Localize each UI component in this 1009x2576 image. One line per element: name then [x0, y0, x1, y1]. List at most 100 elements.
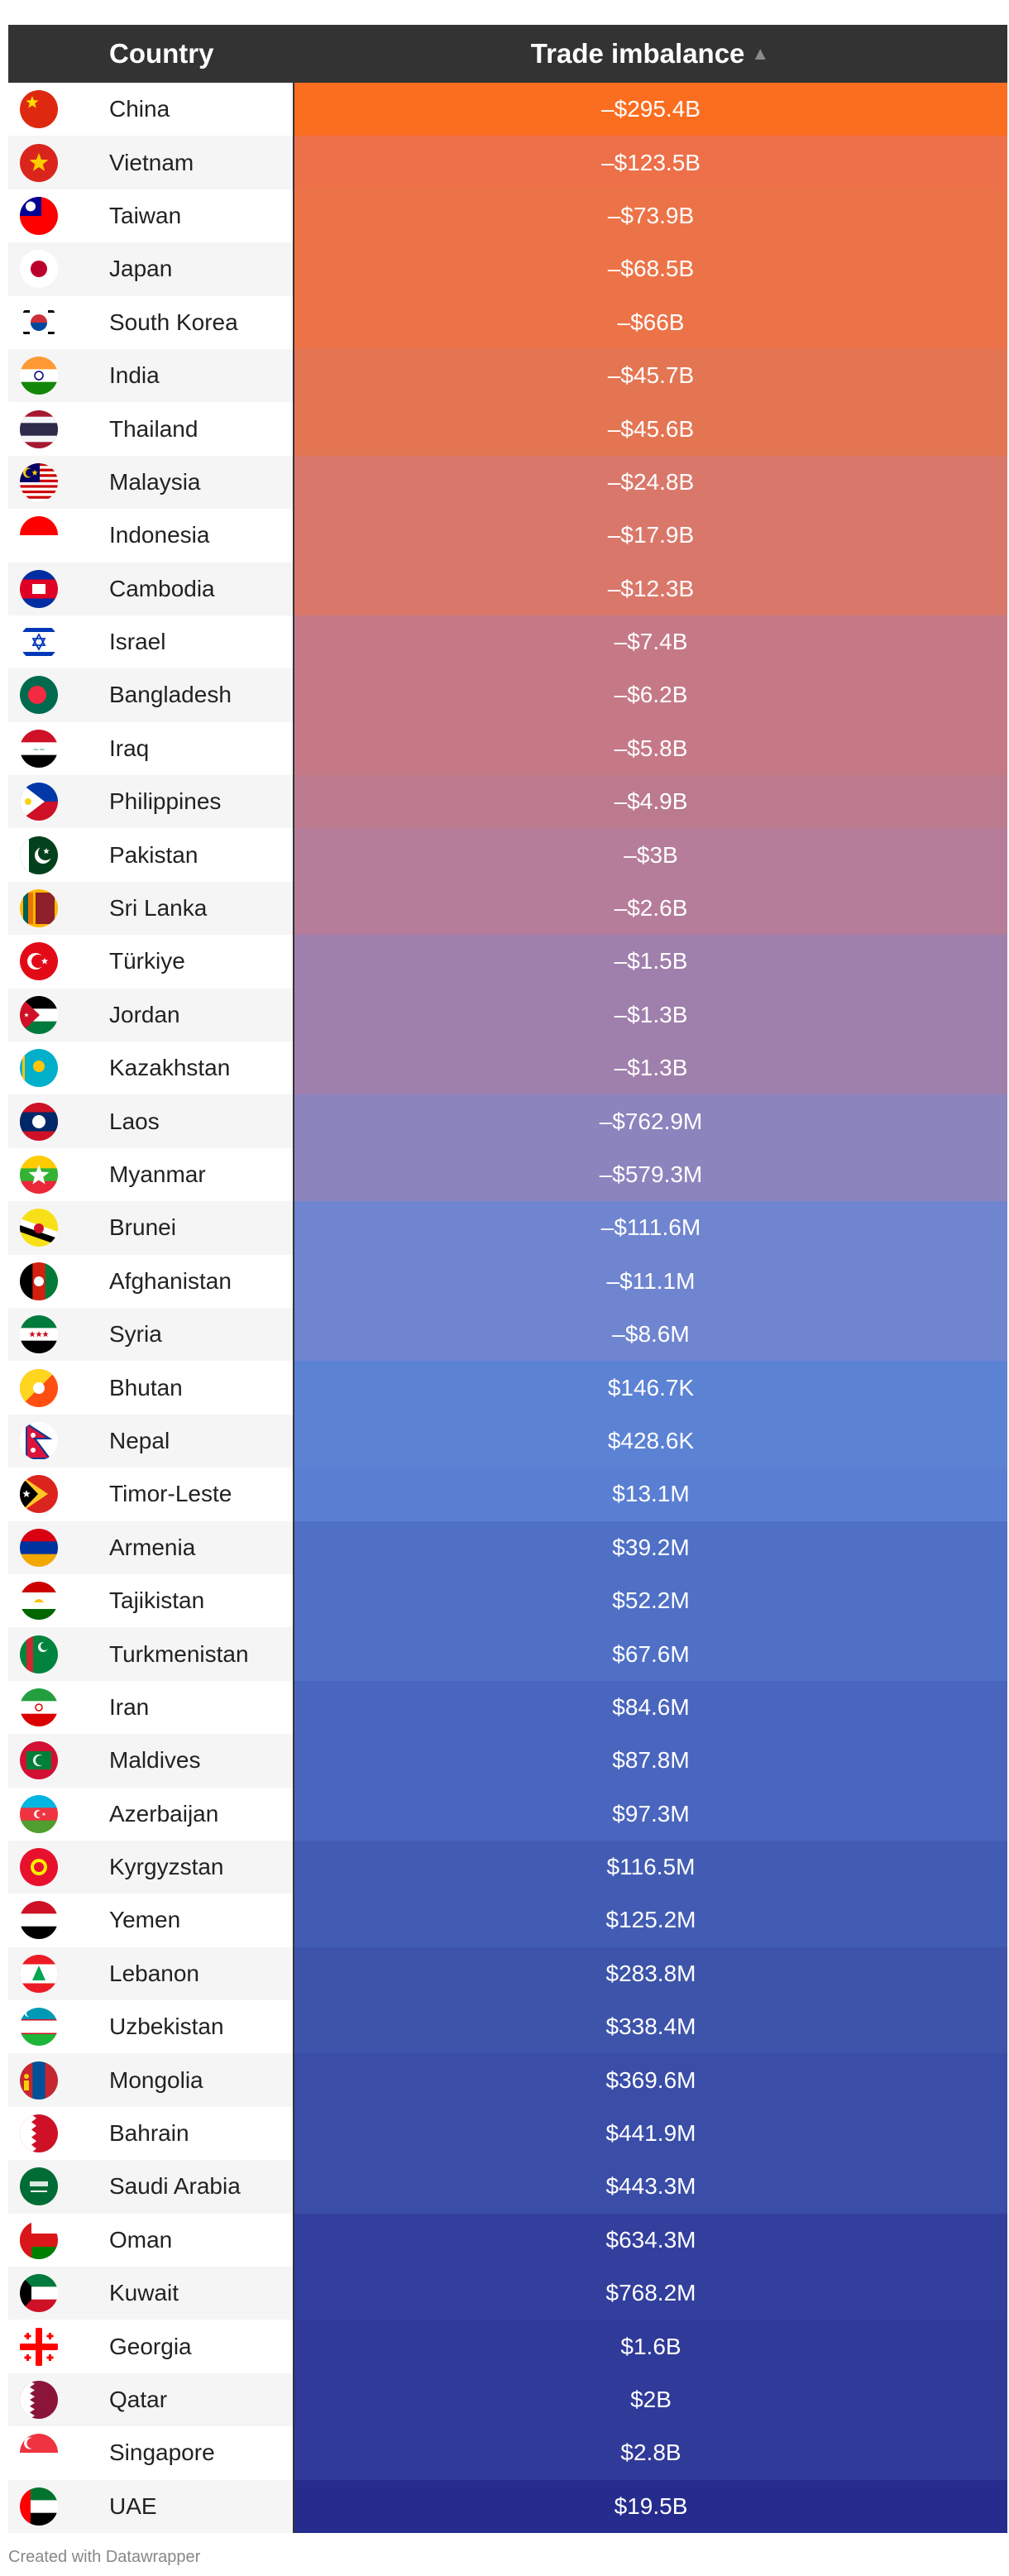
table-row: India –$45.7B [8, 348, 1007, 403]
flag-cell [8, 1734, 109, 1788]
table-row: ~~ Iraq –$5.8B [8, 721, 1007, 776]
table-row: Tajikistan $52.2M [8, 1573, 1007, 1628]
table-row: Bangladesh –$6.2B [8, 668, 1007, 722]
india-flag-icon [20, 357, 58, 395]
table-row: Philippines –$4.9B [8, 775, 1007, 829]
trade-imbalance-cell: $84.6M [293, 1680, 1007, 1735]
flag-cell: ~~ [8, 721, 109, 776]
trade-imbalance-cell: $2B [293, 2373, 1007, 2427]
brunei-flag-icon [20, 1209, 58, 1247]
table-row: Türkiye –$1.5B [8, 935, 1007, 989]
flag-cell [8, 935, 109, 989]
table-row: Israel –$7.4B [8, 615, 1007, 669]
table-row: UAE $19.5B [8, 2479, 1007, 2533]
country-name-cell: Bhutan [109, 1361, 293, 1415]
flag-cell [8, 881, 109, 936]
lebanon-flag-icon [20, 1954, 58, 1993]
qatar-flag-icon [20, 2380, 58, 2419]
cambodia-flag-icon [20, 569, 58, 608]
flag-cell [8, 136, 109, 189]
country-name-cell: Jordan [109, 988, 293, 1042]
flag-cell [8, 1787, 109, 1841]
israel-flag-icon [20, 623, 58, 662]
table-row: Uzbekistan $338.4M [8, 2000, 1007, 2054]
trade-imbalance-cell: $97.3M [293, 1787, 1007, 1841]
afghanistan-flag-icon [20, 1262, 58, 1300]
trade-imbalance-cell: $369.6M [293, 2053, 1007, 2107]
trade-imbalance-cell: –$45.7B [293, 348, 1007, 403]
country-name-cell: Yemen [109, 1894, 293, 1947]
trade-imbalance-cell: –$1.3B [293, 988, 1007, 1042]
flag-cell [8, 1680, 109, 1735]
yemen-flag-icon [20, 1901, 58, 1940]
flag-cell [8, 1147, 109, 1202]
uzbekistan-flag-icon [20, 2008, 58, 2047]
trade-imbalance-cell: –$5.8B [293, 721, 1007, 776]
flag-cell [8, 402, 109, 456]
country-name-cell: Mongolia [109, 2053, 293, 2107]
country-name-cell: Malaysia [109, 455, 293, 510]
flag-cell [8, 295, 109, 349]
country-name-cell: Japan [109, 242, 293, 296]
table-row: Malaysia –$24.8B [8, 455, 1007, 510]
south-korea-flag-icon [20, 303, 58, 342]
trade-imbalance-cell: –$17.9B [293, 509, 1007, 563]
pakistan-flag-icon [20, 836, 58, 874]
vietnam-flag-icon [20, 143, 58, 182]
malaysia-flag-icon [20, 462, 58, 501]
table-row: Cambodia –$12.3B [8, 562, 1007, 615]
country-name-cell: Azerbaijan [109, 1787, 293, 1841]
flag-cell [8, 1094, 109, 1148]
flag-cell [8, 2213, 109, 2267]
table-row: Indonesia –$17.9B [8, 509, 1007, 563]
trade-imbalance-cell: –$111.6M [293, 1201, 1007, 1255]
trade-imbalance-cell: $283.8M [293, 1946, 1007, 2001]
trade-imbalance-cell: –$762.9M [293, 1094, 1007, 1148]
country-name-cell: Timor-Leste [109, 1468, 293, 1521]
country-header-label: Country [109, 38, 214, 69]
country-name-cell: Iran [109, 1680, 293, 1735]
table-row: Maldives $87.8M [8, 1734, 1007, 1788]
azerbaijan-flag-icon [20, 1794, 58, 1833]
flag-cell [8, 988, 109, 1042]
table-row: Vietnam –$123.5B [8, 136, 1007, 189]
flag-cell [8, 2267, 109, 2320]
sri-lanka-flag-icon [20, 889, 58, 928]
trade-imbalance-cell: $768.2M [293, 2267, 1007, 2320]
svg-text:~~: ~~ [32, 746, 45, 754]
philippines-flag-icon [20, 783, 58, 821]
table-row: Timor-Leste $13.1M [8, 1468, 1007, 1521]
country-name-cell: Turkmenistan [109, 1627, 293, 1681]
country-column-header[interactable]: Country [109, 25, 293, 83]
trade-imbalance-cell: –$295.4B [293, 83, 1007, 136]
bhutan-flag-icon [20, 1368, 58, 1407]
flag-cell [8, 1573, 109, 1628]
country-name-cell: Qatar [109, 2373, 293, 2427]
table-row: Qatar $2B [8, 2373, 1007, 2427]
table-row: South Korea –$66B [8, 295, 1007, 349]
trade-imbalance-cell: $443.3M [293, 2160, 1007, 2214]
maldives-flag-icon [20, 1741, 58, 1780]
turkmenistan-flag-icon [20, 1635, 58, 1673]
flag-cell [8, 1254, 109, 1308]
flag-cell [8, 2000, 109, 2054]
flag-cell [8, 2320, 109, 2373]
trade-imbalance-cell: –$1.3B [293, 1041, 1007, 1095]
country-name-cell: Thailand [109, 402, 293, 456]
flag-cell [8, 2479, 109, 2533]
timor-leste-flag-icon [20, 1475, 58, 1514]
country-name-cell: China [109, 83, 293, 136]
table-row: China –$295.4B [8, 83, 1007, 136]
mongolia-flag-icon [20, 2061, 58, 2100]
table-row: Yemen $125.2M [8, 1894, 1007, 1947]
flag-cell [8, 1894, 109, 1947]
trade-imbalance-column-header[interactable]: Trade imbalance ▲ [293, 25, 1007, 83]
table-row: Kuwait $768.2M [8, 2267, 1007, 2320]
flag-cell [8, 615, 109, 669]
sort-ascending-icon[interactable]: ▲ [751, 43, 770, 64]
flag-cell [8, 1201, 109, 1255]
trade-imbalance-cell: $87.8M [293, 1734, 1007, 1788]
flag-cell [8, 1627, 109, 1681]
table-row: Bhutan $146.7K [8, 1361, 1007, 1415]
credit-note: Created with Datawrapper [8, 2548, 201, 2566]
